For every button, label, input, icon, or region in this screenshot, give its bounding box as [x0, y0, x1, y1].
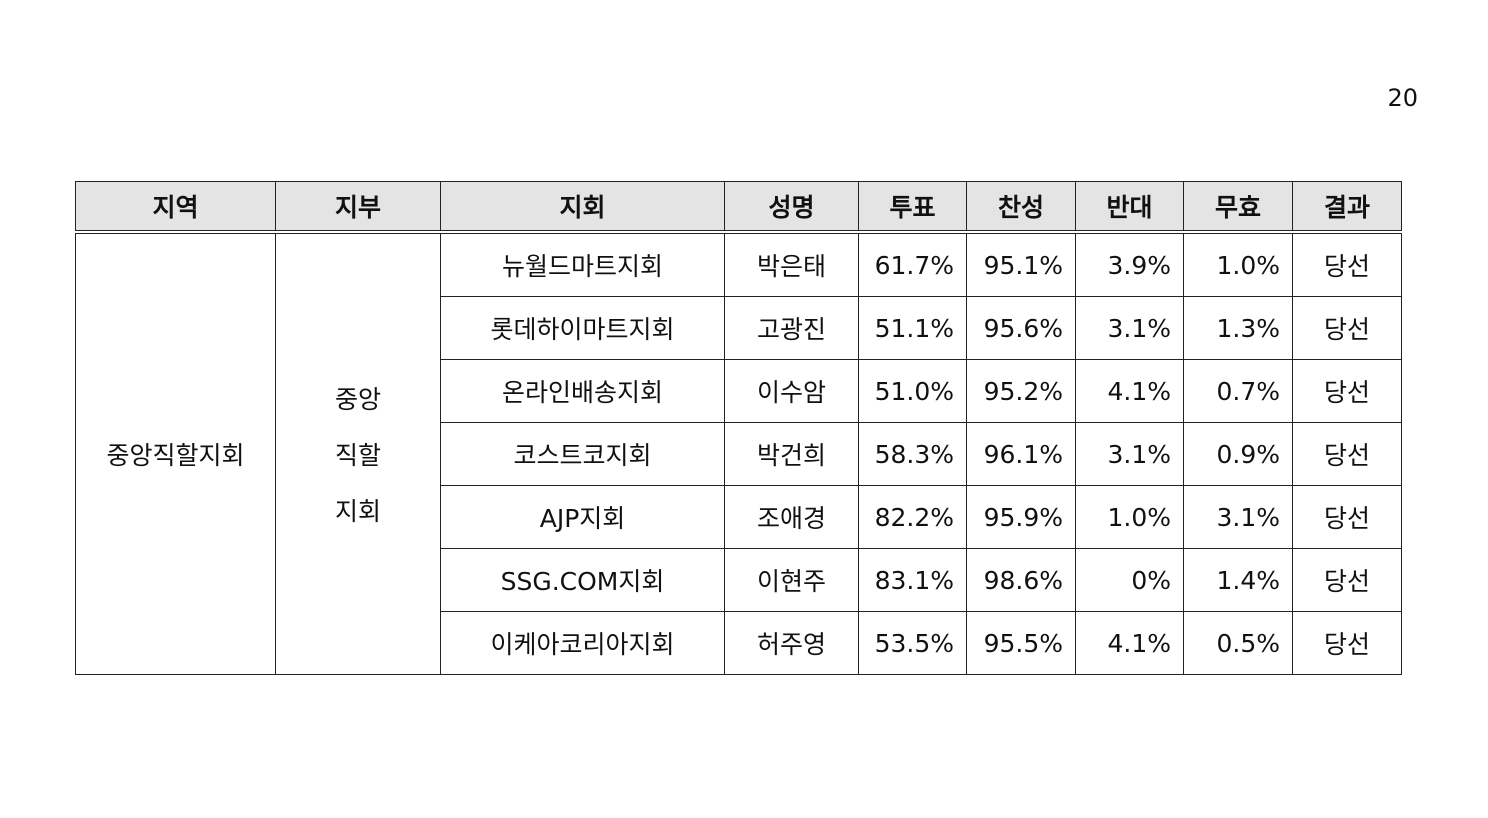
- header-row: 지역 지부 지회 성명 투표 찬성 반대 무효 결과: [75, 181, 1402, 234]
- header-turnout: 투표: [858, 181, 967, 234]
- invalid-cell: 1.4%: [1183, 548, 1293, 612]
- approve-cell: 98.6%: [966, 548, 1076, 612]
- header-chapter: 지회: [440, 181, 725, 234]
- name-cell: 허주영: [724, 611, 859, 675]
- chapter-cell: 코스트코지회: [440, 422, 725, 486]
- header-name: 성명: [724, 181, 859, 234]
- election-results-table: 지역 지부 지회 성명 투표 찬성 반대 무효 결과 중앙직할지회 중앙 직할 …: [75, 181, 1402, 675]
- page-number: 20: [1387, 84, 1418, 112]
- approve-cell: 96.1%: [966, 422, 1076, 486]
- oppose-cell: 4.1%: [1075, 359, 1184, 423]
- branch-lines: 중앙 직할 지회: [277, 380, 440, 528]
- result-cell: 당선: [1292, 485, 1402, 549]
- name-cell: 이현주: [724, 548, 859, 612]
- turnout-cell: 51.0%: [858, 359, 967, 423]
- name-cell: 박은태: [724, 231, 859, 297]
- invalid-cell: 0.9%: [1183, 422, 1293, 486]
- chapter-cell: 이케아코리아지회: [440, 611, 725, 675]
- invalid-cell: 0.5%: [1183, 611, 1293, 675]
- invalid-cell: 1.3%: [1183, 296, 1293, 360]
- header-approve: 찬성: [966, 181, 1076, 234]
- approve-cell: 95.9%: [966, 485, 1076, 549]
- table-row: 온라인배송지회 이수암 51.0% 95.2% 4.1% 0.7% 당선: [76, 359, 1402, 423]
- approve-cell: 95.2%: [966, 359, 1076, 423]
- oppose-cell: 3.1%: [1075, 296, 1184, 360]
- branch-line: 지회: [334, 497, 381, 526]
- table-row: 코스트코지회 박건희 58.3% 96.1% 3.1% 0.9% 당선: [76, 422, 1402, 486]
- chapter-cell: 롯데하이마트지회: [440, 296, 725, 360]
- invalid-cell: 0.7%: [1183, 359, 1293, 423]
- table-row: AJP지회 조애경 82.2% 95.9% 1.0% 3.1% 당선: [76, 485, 1402, 549]
- oppose-cell: 0%: [1075, 548, 1184, 612]
- turnout-cell: 53.5%: [858, 611, 967, 675]
- branch-line: 중앙: [334, 385, 381, 414]
- approve-cell: 95.6%: [966, 296, 1076, 360]
- table-row: 중앙직할지회 중앙 직할 지회 뉴월드마트지회 박은태 61.7% 95.1% …: [75, 231, 1402, 675]
- result-cell: 당선: [1292, 359, 1402, 423]
- oppose-cell: 3.9%: [1075, 231, 1184, 297]
- chapter-cell: AJP지회: [440, 485, 725, 549]
- turnout-cell: 51.1%: [858, 296, 967, 360]
- table-row: SSG.COM지회 이현주 83.1% 98.6% 0% 1.4% 당선: [76, 548, 1402, 612]
- approve-cell: 95.1%: [966, 231, 1076, 297]
- name-cell: 이수암: [724, 359, 859, 423]
- header-oppose: 반대: [1075, 181, 1184, 234]
- region-cell: 중앙직할지회: [75, 231, 276, 675]
- turnout-cell: 82.2%: [858, 485, 967, 549]
- result-cell: 당선: [1292, 548, 1402, 612]
- chapter-cell: SSG.COM지회: [440, 548, 725, 612]
- branch-cell: 중앙 직할 지회: [275, 231, 441, 675]
- invalid-cell: 1.0%: [1183, 231, 1293, 297]
- turnout-cell: 58.3%: [858, 422, 967, 486]
- header-invalid: 무효: [1183, 181, 1293, 234]
- result-cell: 당선: [1292, 611, 1402, 675]
- oppose-cell: 4.1%: [1075, 611, 1184, 675]
- result-cell: 당선: [1292, 422, 1402, 486]
- turnout-cell: 83.1%: [858, 548, 967, 612]
- table-body: 중앙직할지회 중앙 직할 지회 뉴월드마트지회 박은태 61.7% 95.1% …: [75, 231, 1402, 675]
- branch-line: 직할: [334, 441, 381, 470]
- header-branch: 지부: [275, 181, 441, 234]
- result-cell: 당선: [1292, 231, 1402, 297]
- table-row: 이케아코리아지회 허주영 53.5% 95.5% 4.1% 0.5% 당선: [76, 611, 1402, 675]
- header-result: 결과: [1292, 181, 1402, 234]
- name-cell: 조애경: [724, 485, 859, 549]
- name-cell: 박건희: [724, 422, 859, 486]
- oppose-cell: 3.1%: [1075, 422, 1184, 486]
- result-cell: 당선: [1292, 296, 1402, 360]
- turnout-cell: 61.7%: [858, 231, 967, 297]
- chapter-cell: 뉴월드마트지회: [440, 231, 725, 297]
- chapter-cell: 온라인배송지회: [440, 359, 725, 423]
- table-header: 지역 지부 지회 성명 투표 찬성 반대 무효 결과: [75, 181, 1402, 234]
- name-cell: 고광진: [724, 296, 859, 360]
- invalid-cell: 3.1%: [1183, 485, 1293, 549]
- oppose-cell: 1.0%: [1075, 485, 1184, 549]
- header-region: 지역: [75, 181, 276, 234]
- approve-cell: 95.5%: [966, 611, 1076, 675]
